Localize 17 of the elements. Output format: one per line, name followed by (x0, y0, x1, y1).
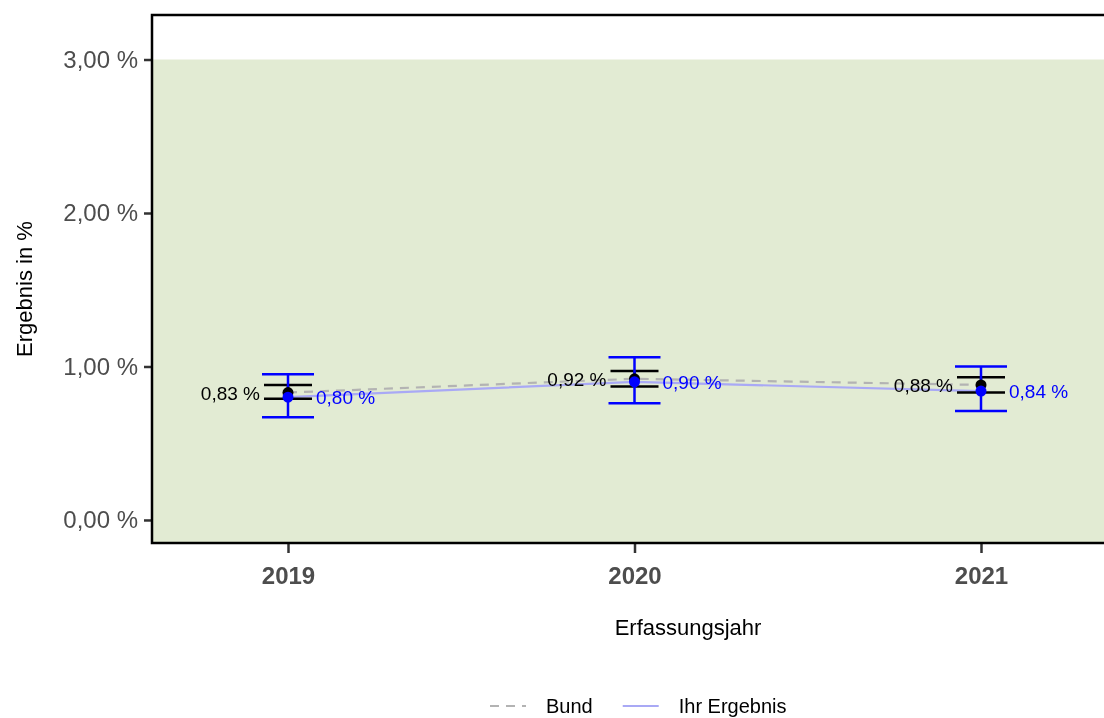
legend-label: Bund (546, 695, 593, 717)
y-tick-label: 0,00 % (63, 506, 138, 534)
legend-label: Ihr Ergebnis (678, 695, 787, 717)
data-label: 0,92 % (547, 368, 607, 390)
y-tick-label: 1,00 % (63, 352, 138, 380)
x-tick-label: 2019 (261, 562, 316, 590)
data-label: 0,84 % (1009, 381, 1069, 403)
data-label: 0,80 % (316, 387, 376, 409)
data-label: 0,90 % (662, 371, 722, 393)
data-label: 0,83 % (200, 382, 261, 404)
x-tick-label: 2021 (954, 562, 1009, 590)
x-tick-label: 2020 (608, 562, 662, 590)
data-label: 0,88 % (893, 374, 954, 396)
y-tick-label: 3,00 % (63, 45, 138, 73)
y-axis-title: Ergebnis in % (12, 221, 37, 357)
x-axis-title: Erfassungsjahr (614, 615, 762, 640)
y-tick-label: 2,00 % (63, 199, 138, 227)
